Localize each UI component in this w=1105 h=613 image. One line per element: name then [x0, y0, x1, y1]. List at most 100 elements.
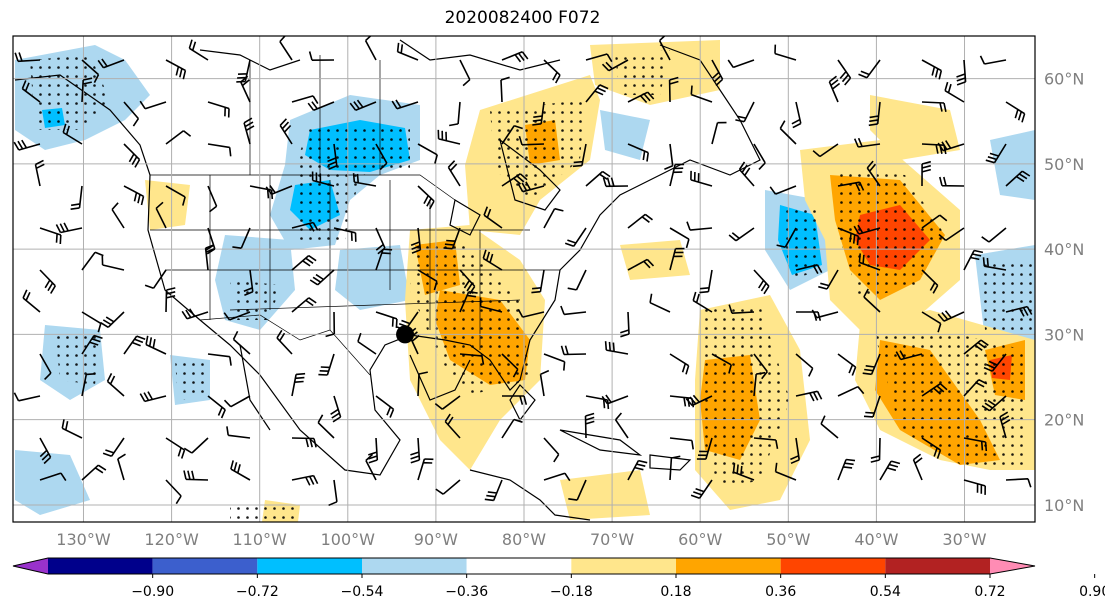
- positive-anomaly-region: [560, 470, 650, 520]
- wind-barb: [868, 101, 881, 127]
- wind-barb: [753, 353, 768, 380]
- wind-barb: [307, 101, 335, 112]
- wind-barb: [985, 143, 1007, 164]
- wind-barb: [543, 437, 560, 463]
- wind-barb: [727, 59, 755, 69]
- wind-barb: [207, 143, 232, 157]
- wind-barb: [123, 185, 145, 206]
- colorbar-level-label: −0.90: [131, 584, 174, 600]
- wind-barb: [437, 129, 461, 145]
- wind-barb: [279, 118, 293, 145]
- wind-barb: [820, 415, 839, 439]
- wind-barb: [291, 437, 317, 448]
- map-title: 2020082400 F072: [444, 8, 601, 28]
- wind-barb: [459, 269, 476, 295]
- wind-barb: [627, 258, 655, 271]
- wind-barb: [165, 479, 182, 505]
- colorbar-level-label: −0.54: [341, 584, 384, 600]
- colorbar: [12, 557, 1036, 575]
- wind-barb: [614, 412, 629, 439]
- wind-barb: [39, 269, 56, 294]
- wind-barb: [1005, 170, 1031, 187]
- colorbar-level-label: 0.72: [974, 584, 1005, 600]
- wind-barb: [601, 394, 629, 405]
- wind-barb: [584, 412, 595, 439]
- wind-barb: [482, 249, 503, 271]
- wind-barb: [879, 460, 901, 481]
- wind-barb: [484, 479, 503, 502]
- wind-barb: [13, 139, 41, 151]
- cuba-outline: [559, 429, 643, 456]
- wind-barb: [732, 463, 755, 481]
- wind-barb: [699, 269, 713, 294]
- colorbar-level-label: 0.90: [1079, 584, 1105, 600]
- wind-barb: [265, 185, 293, 195]
- wind-barb: [853, 137, 881, 148]
- wind-barb: [983, 353, 1007, 372]
- wind-barb: [55, 222, 83, 234]
- wind-barb: [226, 426, 251, 439]
- wind-barb: [837, 181, 865, 192]
- wind-barb: [539, 369, 550, 397]
- longitude-label: 120°W: [144, 530, 199, 549]
- wind-barb: [982, 257, 1007, 271]
- wind-barb: [449, 101, 461, 127]
- latitude-label: 10°N: [1044, 496, 1084, 515]
- wind-barb: [447, 160, 461, 187]
- longitude-label: 100°W: [321, 530, 376, 549]
- wind-barb: [669, 353, 690, 375]
- wind-barb: [100, 311, 125, 328]
- wind-barb: [979, 55, 1007, 65]
- colorbar-segment: [571, 558, 676, 574]
- wind-barb: [34, 159, 45, 187]
- wind-barb: [517, 181, 545, 193]
- wind-barb: [728, 227, 755, 242]
- wind-barb: [308, 51, 335, 61]
- us-canada-border: [150, 174, 456, 201]
- wind-barb: [866, 160, 881, 187]
- wind-barb: [39, 472, 67, 482]
- wind-barb: [325, 311, 336, 338]
- wind-barb: [921, 101, 947, 112]
- wind-barb: [601, 59, 629, 72]
- wind-barb: [837, 385, 865, 397]
- colorbar-high-extend: [990, 558, 1035, 574]
- wind-barb: [417, 269, 438, 291]
- wind-barb: [572, 143, 587, 168]
- wind-barb: [123, 335, 146, 355]
- wind-barb: [243, 269, 254, 296]
- wind-barb: [1005, 305, 1033, 317]
- wind-barb: [479, 297, 503, 313]
- wind-barb: [291, 474, 319, 486]
- wind-barb: [410, 437, 421, 464]
- longitude-label: 70°W: [590, 530, 634, 549]
- wind-barb: [444, 413, 461, 439]
- wind-barb: [795, 353, 814, 377]
- wind-barb: [711, 353, 732, 374]
- wind-barb: [375, 143, 388, 171]
- wind-barb: [649, 293, 671, 313]
- wind-barb: [531, 269, 545, 294]
- wind-barb: [686, 221, 713, 231]
- wind-barb: [483, 206, 503, 229]
- latitude-label: 30°N: [1044, 325, 1084, 344]
- wind-barb: [668, 76, 679, 103]
- wind-barb: [375, 248, 393, 271]
- wind-barb: [963, 339, 989, 355]
- wind-barb: [837, 458, 856, 481]
- wind-barb: [669, 247, 685, 271]
- wind-barb: [728, 304, 755, 314]
- wind-barb: [410, 227, 422, 254]
- wind-barb: [518, 135, 545, 146]
- colorbar-low-extend: [13, 558, 48, 574]
- wind-barb: [291, 297, 317, 313]
- hudson-bay-outline: [499, 138, 561, 211]
- wind-barb: [39, 437, 52, 465]
- wind-barb: [309, 269, 335, 286]
- hispaniola-outline: [649, 454, 692, 471]
- wind-barb: [501, 173, 528, 187]
- wind-barb: [627, 459, 648, 481]
- colorbar-level-label: −0.18: [550, 584, 593, 600]
- arctic-coastline: [399, 39, 561, 71]
